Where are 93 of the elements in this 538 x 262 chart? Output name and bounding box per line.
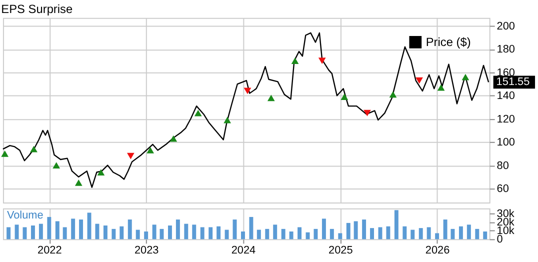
bar [281,228,286,240]
bar [224,230,229,240]
bar [112,228,116,240]
point [462,74,470,80]
y-tick-label: 80 [496,160,509,172]
bar [338,233,342,240]
bar [394,210,398,240]
y-tick-label: 160 [496,66,516,79]
y-tick-label: 180 [496,44,516,56]
bar [184,224,188,240]
bar [249,216,254,240]
y-tick-label: 200 [496,20,516,32]
bar [330,228,334,240]
point [437,84,445,91]
y-tick-label: 0 [496,234,503,246]
x-tick-label: 2023 [134,244,159,257]
bar [120,226,124,240]
point [267,94,275,102]
point [364,110,371,116]
bar [450,228,455,240]
x-tick-label: 2022 [38,244,62,257]
annotation: 151.55 [496,76,530,88]
bar [314,228,318,240]
y-tick-label: 120 [496,113,516,126]
bar [256,230,261,240]
bar [176,220,180,240]
x-tick-label: 2025 [328,244,353,257]
bar [14,224,19,240]
bar [208,227,213,240]
bar [95,224,100,240]
bar [346,222,350,240]
bar [289,231,294,240]
bar [273,224,278,240]
point [340,94,348,100]
bar [216,226,221,240]
y-tick-label: 140 [496,90,516,102]
point [291,58,299,64]
y-tick-label: 60 [496,183,509,195]
point [318,58,326,64]
point [244,88,252,94]
bar [483,231,488,240]
bar [265,228,270,240]
bar [386,226,390,240]
line-series [2,32,490,188]
bar [79,220,84,240]
bar [47,216,52,240]
point [30,146,38,152]
bar [71,218,76,240]
bar [298,227,302,240]
bar [435,233,440,240]
bar [103,226,108,240]
point [127,152,134,160]
bar [458,226,463,240]
bar [426,227,431,240]
bar [402,226,407,240]
bar [38,224,43,240]
bar [144,231,148,240]
chart-title: EPS Surprise [1,2,73,16]
legend-label: Price ($) [426,35,471,50]
bar [168,226,172,240]
point [389,91,397,98]
y-tick-label: 100 [496,136,516,149]
bar [192,224,196,240]
x-tick-label: 2026 [425,244,450,257]
bar [241,231,245,240]
point [52,162,60,168]
point [170,135,178,142]
bar [322,218,326,240]
point [194,110,202,116]
x-tick-label: 2024 [231,244,256,257]
point [416,77,423,84]
bar [410,230,415,240]
bar [6,227,11,240]
bar [55,221,60,240]
bar [466,224,471,240]
bar [443,220,448,240]
bar [30,226,35,240]
point [146,147,154,154]
bar [362,220,366,240]
point [74,180,82,186]
bar [370,228,374,240]
bar [418,228,423,240]
bar [475,228,480,240]
bar [136,230,140,240]
bar [128,220,132,240]
point [1,150,9,157]
y-axis-title: Volume [6,209,44,222]
point [224,116,231,124]
bar [354,221,358,240]
point [97,169,105,176]
bar [152,224,156,240]
bar [62,227,67,240]
bar [200,227,204,240]
